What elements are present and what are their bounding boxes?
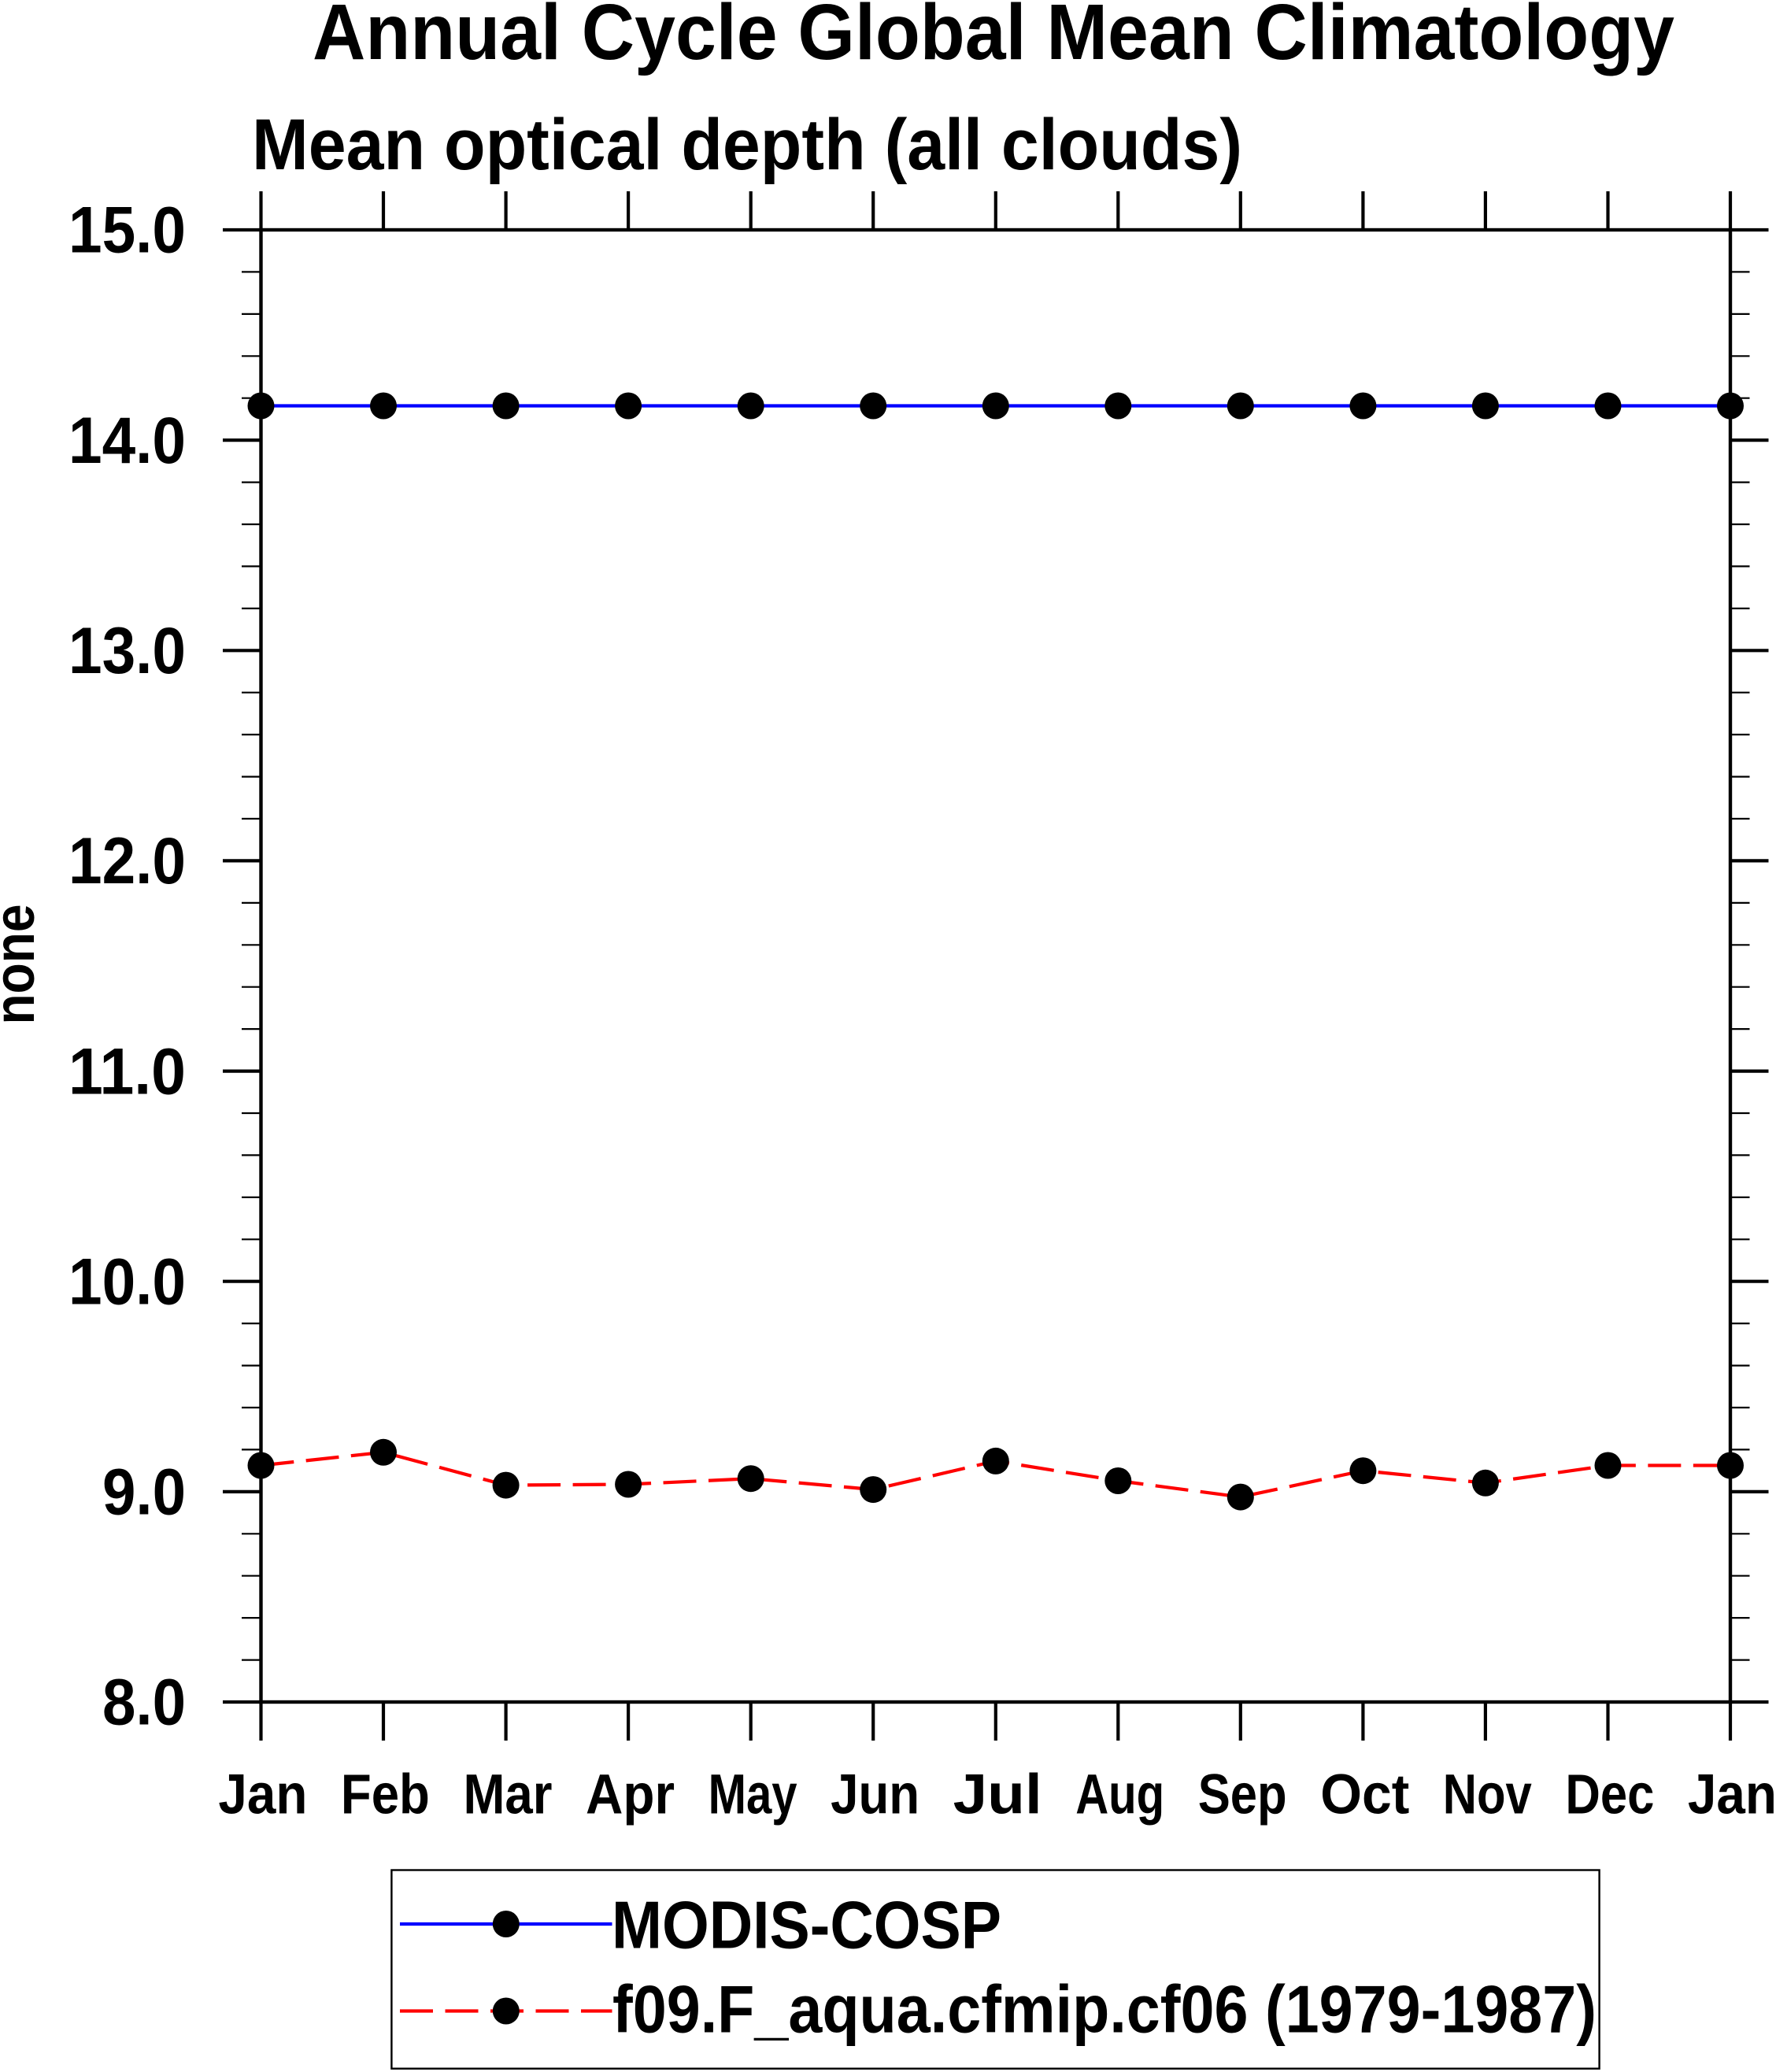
- svg-text:Sep: Sep: [1198, 1763, 1287, 1826]
- svg-text:9.0: 9.0: [102, 1455, 186, 1529]
- svg-text:none: none: [0, 905, 46, 1025]
- svg-text:11.0: 11.0: [68, 1034, 186, 1108]
- svg-text:Jul: Jul: [953, 1763, 1042, 1826]
- svg-text:10.0: 10.0: [68, 1244, 186, 1318]
- svg-text:12.0: 12.0: [68, 823, 186, 897]
- svg-text:Mean optical depth (all clouds: Mean optical depth (all clouds): [252, 105, 1242, 185]
- svg-text:Annual Cycle Global Mean Clima: Annual Cycle Global Mean Climatology: [313, 0, 1674, 76]
- svg-text:Oct: Oct: [1320, 1763, 1409, 1826]
- svg-text:May: May: [709, 1763, 797, 1826]
- svg-text:13.0: 13.0: [68, 613, 186, 687]
- svg-text:Aug: Aug: [1075, 1763, 1164, 1826]
- svg-text:Jun: Jun: [831, 1763, 919, 1826]
- svg-text:Dec: Dec: [1565, 1763, 1654, 1826]
- svg-text:MODIS-COSP: MODIS-COSP: [612, 1889, 1001, 1963]
- svg-text:f09.F_aqua.cfmip.cf06 (1979-19: f09.F_aqua.cfmip.cf06 (1979-1987): [612, 1973, 1597, 2048]
- svg-text:Jan: Jan: [218, 1763, 307, 1826]
- svg-text:15.0: 15.0: [68, 193, 186, 267]
- svg-text:Feb: Feb: [341, 1763, 430, 1826]
- svg-text:14.0: 14.0: [68, 403, 186, 477]
- svg-text:Mar: Mar: [464, 1763, 553, 1826]
- svg-text:Jan: Jan: [1688, 1763, 1776, 1826]
- svg-text:Apr: Apr: [586, 1763, 675, 1826]
- svg-text:Nov: Nov: [1443, 1763, 1532, 1826]
- svg-text:8.0: 8.0: [102, 1665, 186, 1739]
